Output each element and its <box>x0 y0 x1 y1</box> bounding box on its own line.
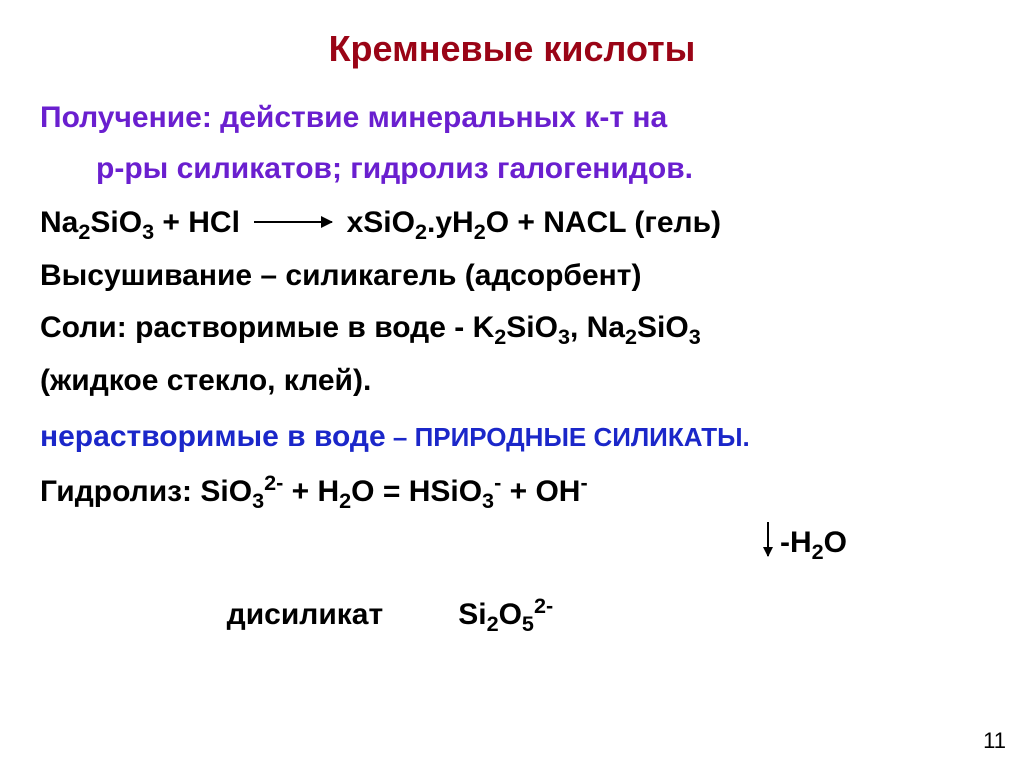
subhead-line2: р-ры силикатов; гидролиз галогенидов. <box>40 149 984 190</box>
hydro-a: Гидролиз: SiO <box>40 475 252 508</box>
sup-m2: - <box>580 470 587 495</box>
salts-a: Соли: растворимые в воде - K <box>40 311 494 344</box>
disilicate-line: дисиликат Si2O52- <box>40 554 984 635</box>
sub-5: 5 <box>522 611 534 636</box>
drying-text: Высушивание – силикагель (адсорбент) <box>40 259 641 292</box>
insoluble-a: нерастворимые в воде <box>40 420 386 453</box>
hydro-d: + OH <box>501 475 580 508</box>
disil-c: O <box>499 598 522 631</box>
sub-3e: 3 <box>482 488 494 513</box>
h2o-minus-b: O <box>824 526 847 559</box>
sub-2b: 2 <box>415 219 427 244</box>
glass-line: (жидкое стекло, клей). <box>40 361 984 402</box>
salts-c: , Na <box>570 311 625 344</box>
h2o-loss-label: -H2O <box>780 526 847 560</box>
disil-b: Si <box>458 598 486 631</box>
sub-3d: 3 <box>252 488 264 513</box>
h2o-minus: -H <box>780 526 812 559</box>
sub-3b: 3 <box>558 324 570 349</box>
down-arrow-icon <box>767 522 769 556</box>
sup-2m2: 2- <box>534 593 553 618</box>
subhead-text-2: р-ры силикатов; гидролиз галогенидов. <box>96 152 693 185</box>
hydrolysis-line: Гидролиз: SiO32- + H2O = HSiO3- + OH- <box>40 472 984 513</box>
eq1-na: Na <box>40 206 78 239</box>
sub-2: 2 <box>78 219 90 244</box>
reaction-arrow-icon <box>254 221 332 223</box>
page-number: 11 <box>983 728 1006 754</box>
disil-a: дисиликат <box>227 598 384 631</box>
eq1-hcl: + HCl <box>154 206 240 239</box>
eq1-nacl: O + NACL (гель) <box>486 206 721 239</box>
eq1-xsio: xSiO <box>338 206 415 239</box>
subhead-text-1: Получение: действие минеральных к-т на <box>40 101 667 134</box>
salts-line: Соли: растворимые в воде - K2SiO3, Na2Si… <box>40 308 984 349</box>
hydro-c: O = HSiO <box>351 475 482 508</box>
salts-b: SiO <box>506 311 558 344</box>
sub-3c: 3 <box>689 324 701 349</box>
sub-3: 3 <box>142 219 154 244</box>
sub-2h: 2 <box>487 611 499 636</box>
disil-gap <box>383 598 458 631</box>
sub-2f: 2 <box>339 488 351 513</box>
insoluble-line: нерастворимые в воде – ПРИРОДНЫЕ СИЛИКАТ… <box>40 417 984 458</box>
hydro-b: + H <box>283 475 339 508</box>
eq1-sio: SiO <box>90 206 142 239</box>
equation-1: Na2SiO3 + HCl xSiO2.yH2O + NACL (гель) <box>40 203 984 244</box>
sub-2c: 2 <box>474 219 486 244</box>
insoluble-b: – ПРИРОДНЫЕ СИЛИКАТЫ. <box>386 422 750 452</box>
sub-2g: 2 <box>812 539 824 564</box>
drying-line: Высушивание – силикагель (адсорбент) <box>40 256 984 297</box>
subhead-line1: Получение: действие минеральных к-т на <box>40 98 984 139</box>
eq1-yh: .yH <box>427 206 474 239</box>
title-text: Кремневые кислоты <box>329 28 696 69</box>
sup-2m: 2- <box>264 470 283 495</box>
glass-text: (жидкое стекло, клей). <box>40 364 371 397</box>
sub-2d: 2 <box>494 324 506 349</box>
sub-2e: 2 <box>625 324 637 349</box>
salts-d: SiO <box>637 311 689 344</box>
slide-title: Кремневые кислоты <box>40 28 984 70</box>
